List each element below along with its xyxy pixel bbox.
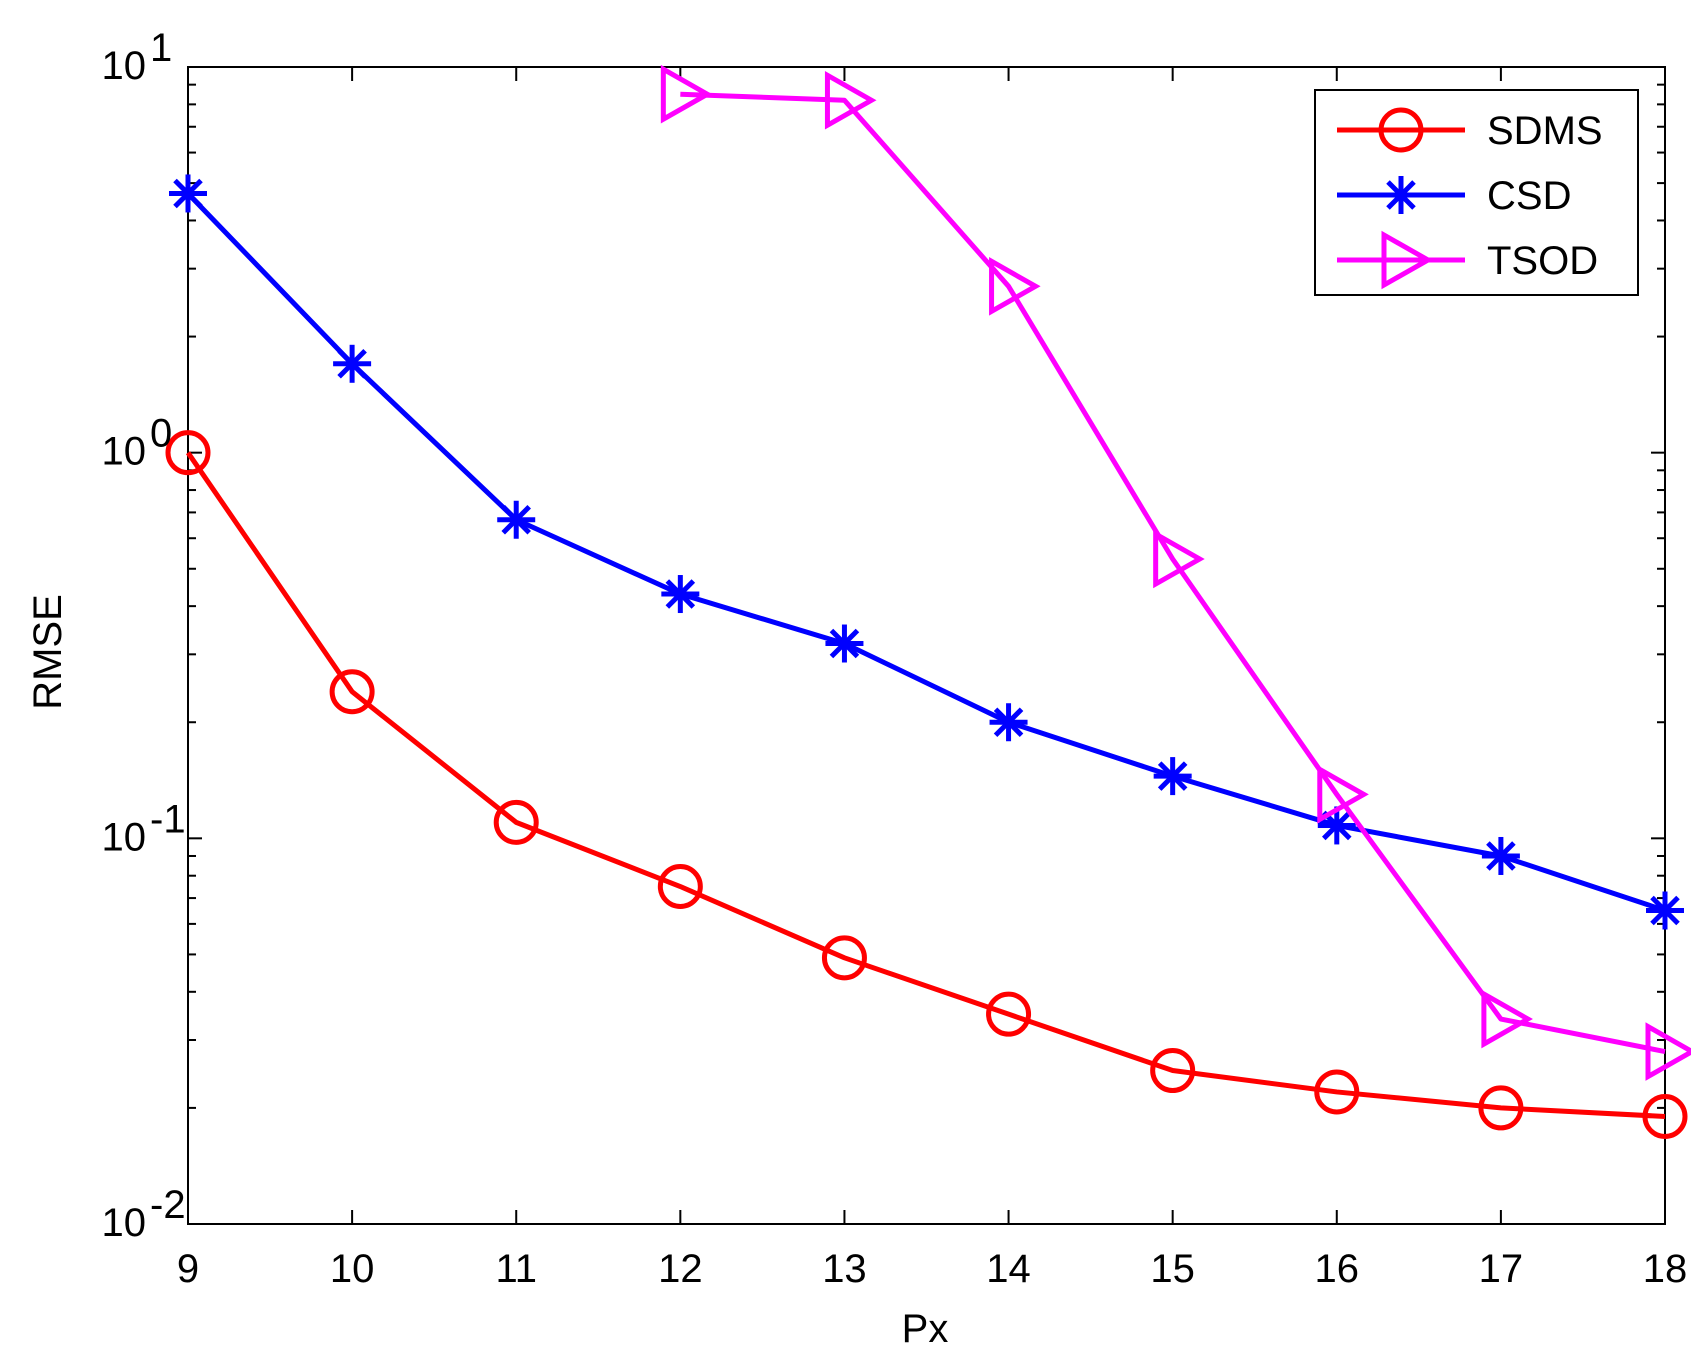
marker-triangle: [660, 64, 713, 124]
x-tick-label: 17: [1479, 1247, 1524, 1291]
legend-item-csd: CSD: [1337, 174, 1571, 218]
series-line: [185, 451, 1666, 1119]
marker-asterisk-stroke: [665, 579, 696, 609]
series-csd: [169, 174, 1684, 930]
y-tick-label-exponent: 1: [150, 26, 172, 70]
y-tick-label: 10: [102, 430, 147, 474]
series-line: [680, 91, 1666, 1054]
marker-asterisk-stroke: [1386, 180, 1416, 210]
x-tick-label: 14: [986, 1247, 1031, 1291]
marker-asterisk-stroke: [337, 349, 367, 379]
marker-triangle: [989, 257, 1041, 316]
legend-item-sdms: SDMS: [1337, 107, 1603, 153]
marker-triangle: [1645, 1022, 1691, 1081]
marker-circle: [329, 669, 375, 715]
marker-circle: [1478, 1085, 1524, 1131]
x-tick-label: 12: [658, 1247, 703, 1291]
marker-circle: [1642, 1093, 1688, 1139]
y-tick-label: 10: [102, 44, 147, 88]
x-tick-label: 15: [1150, 1247, 1195, 1291]
y-tick-label: 10: [102, 1201, 147, 1245]
marker-asterisk-stroke: [1650, 895, 1680, 926]
marker-asterisk-stroke: [501, 504, 531, 535]
series-tsod: [660, 64, 1691, 1081]
marker-circle: [1150, 1048, 1196, 1094]
x-tick-label: 13: [822, 1247, 867, 1291]
marker-asterisk-stroke: [1486, 841, 1516, 871]
marker-circle: [493, 799, 539, 845]
marker-circle: [657, 864, 703, 910]
marker-asterisk-stroke: [1157, 761, 1188, 791]
marker-asterisk-stroke: [829, 628, 860, 659]
y-tick-label-exponent: -1: [150, 797, 186, 841]
axis-ticks: [187, 66, 1666, 1225]
series-sdms: [165, 430, 1688, 1139]
marker-triangle: [1381, 230, 1434, 290]
series-layer: [165, 64, 1691, 1139]
x-tick-label: 11: [495, 1247, 537, 1291]
marker-circle: [1378, 107, 1424, 153]
y-tick-label-exponent: 0: [150, 412, 172, 456]
x-tick-label: 18: [1643, 1247, 1688, 1291]
legend-item-tsod: TSOD: [1337, 230, 1598, 290]
legend-label: SDMS: [1487, 109, 1603, 153]
y-tick-label: 10: [102, 815, 147, 859]
legend-label: TSOD: [1487, 239, 1598, 283]
marker-asterisk-stroke: [173, 178, 203, 209]
marker-triangle: [1481, 989, 1533, 1049]
x-tick-label: 16: [1315, 1247, 1360, 1291]
marker-circle: [986, 991, 1032, 1037]
legend-label: CSD: [1487, 174, 1571, 218]
marker-asterisk-stroke: [993, 707, 1024, 738]
y-tick-label-exponent: -2: [150, 1183, 186, 1227]
marker-circle: [821, 935, 867, 981]
marker-asterisk-stroke: [1322, 810, 1352, 841]
x-axis-title: Px: [902, 1307, 949, 1351]
x-tick-label: 9: [177, 1247, 199, 1291]
marker-triangle: [824, 70, 877, 130]
x-tick-label: 10: [330, 1247, 375, 1291]
marker-circle: [165, 430, 211, 476]
legend: SDMS CSD TSOD: [1314, 89, 1639, 296]
series-line: [186, 191, 1666, 913]
marker-triangle: [1153, 529, 1205, 589]
marker-triangle: [1317, 765, 1369, 824]
y-axis-title: RMSE: [26, 594, 70, 710]
marker-circle: [1314, 1069, 1360, 1115]
